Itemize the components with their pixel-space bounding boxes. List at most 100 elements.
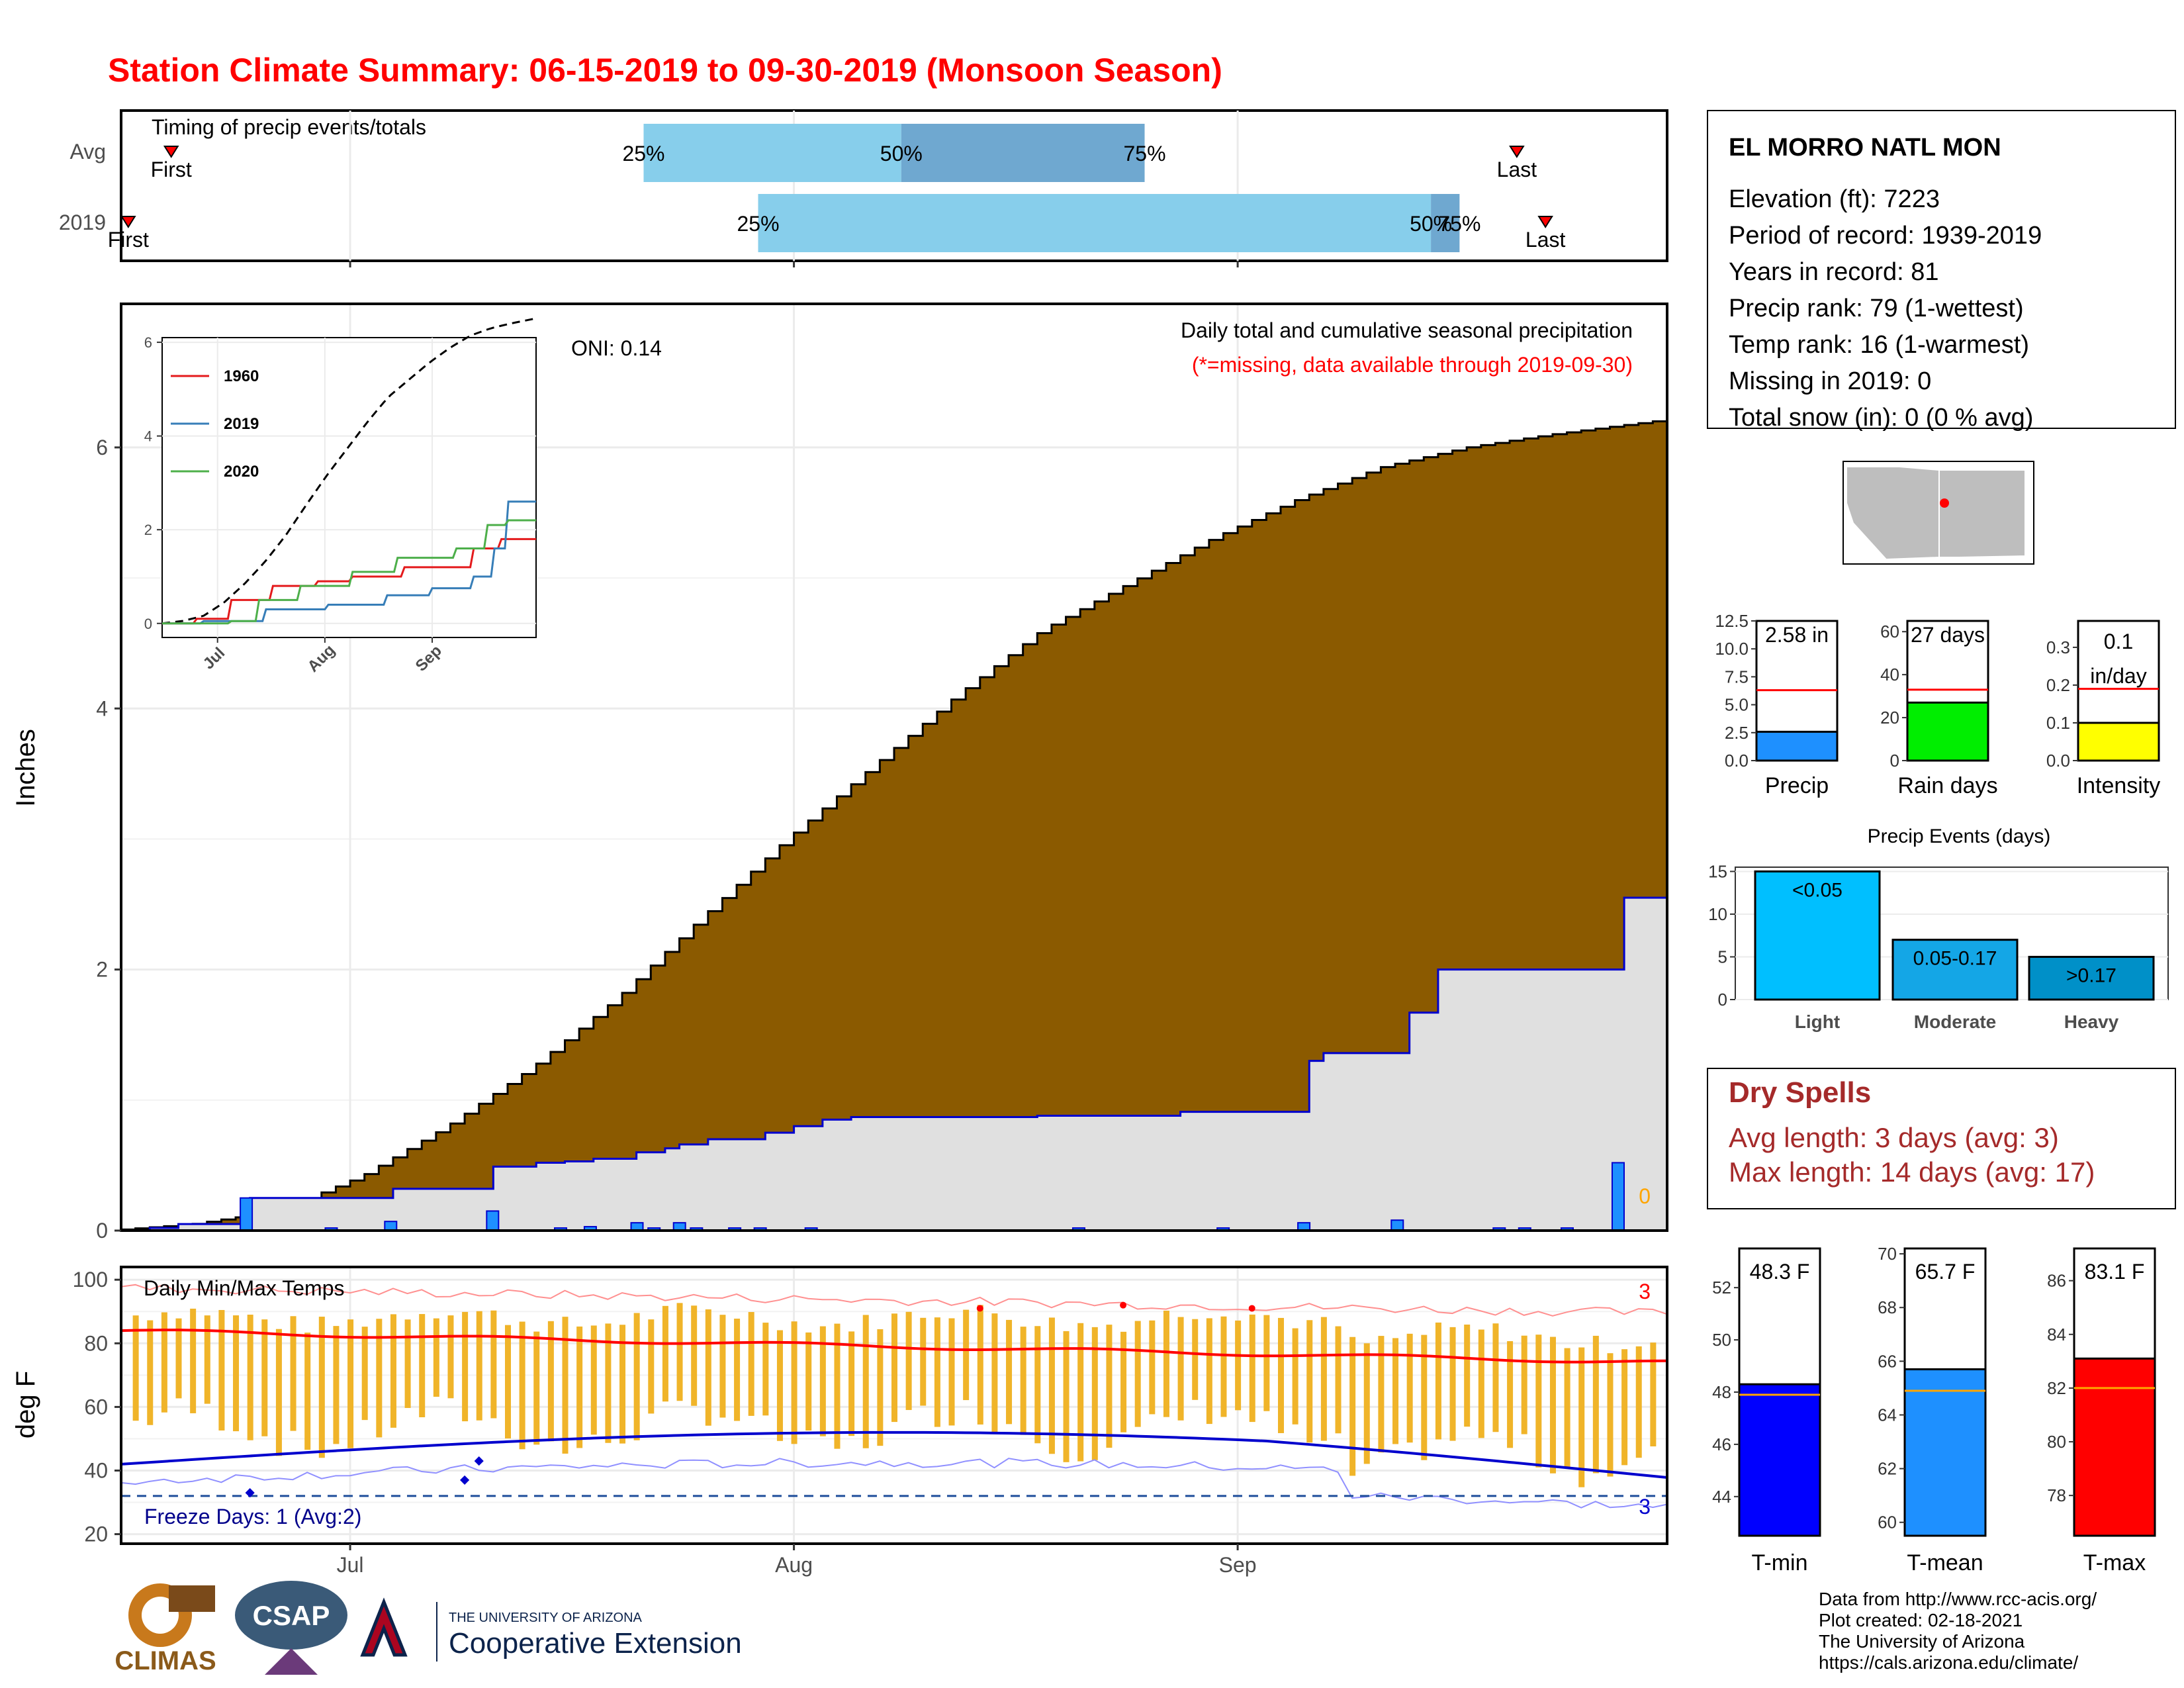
daily-temp-bar <box>190 1308 197 1413</box>
dry-spells-max: Max length: 14 days (avg: 17) <box>1729 1156 2095 1188</box>
daily-precip-bar <box>1390 1219 1404 1231</box>
daily-temp-bar <box>1435 1322 1441 1440</box>
summary-bar-precip <box>1755 730 1839 762</box>
daily-temp-bar <box>204 1315 210 1404</box>
daily-temp-bar <box>1521 1335 1527 1434</box>
summary-bar-tick-label: 12.5 <box>1715 611 1749 631</box>
temp-bar-tick-label: 46 <box>1712 1434 1731 1454</box>
daily-temp-bar <box>1048 1317 1055 1454</box>
daily-temp-bar <box>805 1332 812 1431</box>
daily-temp-bar <box>347 1319 354 1448</box>
daily-temp-bar <box>1020 1327 1026 1435</box>
daily-temp-bar <box>963 1309 970 1401</box>
daily-temp-bar <box>1578 1347 1585 1487</box>
daily-temp-bar <box>419 1314 426 1417</box>
csap-logo: CSAP <box>235 1581 347 1675</box>
summary-bar-tick-label: 5.0 <box>1725 695 1749 715</box>
events-bar-label: Light <box>1795 1011 1840 1032</box>
credit-line-4: https://cals.arizona.edu/climate/ <box>1819 1652 2078 1673</box>
daily-precip-bar <box>240 1197 253 1231</box>
daily-temp-bar <box>734 1319 741 1421</box>
station-info-line: Temp rank: 16 (1-warmest) <box>1729 331 2029 359</box>
credit-line-3: The University of Arizona <box>1819 1631 2025 1652</box>
daily-temp-bar <box>390 1314 396 1428</box>
daily-temp-bar <box>247 1315 253 1440</box>
csap-logo-text: CSAP <box>253 1600 330 1631</box>
page-title: Station Climate Summary: 06-15-2019 to 0… <box>108 52 1222 89</box>
daily-temp-bar <box>1192 1319 1199 1400</box>
daily-temp-bar <box>161 1312 167 1413</box>
summary-bar-rain-days <box>1906 701 1989 762</box>
climas-logo: CLIMAS <box>114 1583 216 1675</box>
daily-temp-bar <box>834 1323 841 1449</box>
month-label: Jul <box>337 1553 364 1577</box>
temp-bar-tick-label: 66 <box>1878 1351 1897 1371</box>
daily-temp-bar <box>519 1321 525 1450</box>
daily-temp-bar <box>676 1303 683 1401</box>
precip-ytick-label: 0 <box>96 1219 108 1243</box>
daily-temp-bar <box>1349 1336 1356 1476</box>
inset-ytick-label: 4 <box>144 428 152 445</box>
dry-spells-title: Dry Spells <box>1729 1076 1871 1109</box>
daily-temp-bar <box>505 1325 511 1439</box>
observed-cumulative-area <box>121 898 1667 1231</box>
temp-bar-t-min <box>1738 1383 1821 1537</box>
daily-temp-bar <box>991 1313 998 1432</box>
temp-panel: deg F 20 40 60 80 100 Daily Min/Max Temps Fr… <box>11 1266 1668 1546</box>
daily-temp-bar <box>1220 1316 1227 1417</box>
daily-temp-bar <box>705 1309 711 1426</box>
temp-ytick-label: 60 <box>84 1395 108 1419</box>
precip-ytick-label: 4 <box>96 696 108 720</box>
temp-bar-tick-label: 86 <box>2047 1271 2066 1291</box>
events-bar-label: Heavy <box>2064 1011 2119 1032</box>
summary-bar-value: 27 days <box>1911 623 1985 647</box>
daily-temp-bar <box>447 1315 454 1399</box>
events-title: Precip Events (days) <box>1868 825 2051 847</box>
temp-ytick-label: 40 <box>84 1458 108 1482</box>
timing-label-2019: 2019 <box>59 211 106 234</box>
events-bar-light <box>1754 870 1881 1001</box>
daily-temp-bar <box>1278 1317 1284 1433</box>
daily-temp-bar <box>1063 1331 1069 1462</box>
precip-ytick-label: 6 <box>96 436 108 459</box>
timing-first-marker <box>120 216 136 228</box>
daily-temp-bar <box>1549 1336 1556 1474</box>
daily-temp-bar <box>648 1319 655 1414</box>
daily-temp-bar <box>433 1318 439 1397</box>
summary-bar-tick-label: 0.2 <box>2046 675 2070 695</box>
daily-temp-bar <box>1091 1327 1098 1460</box>
daily-temp-bar <box>1392 1338 1399 1444</box>
avg-cumulative-area <box>120 420 1668 1232</box>
events-ytick-label: 5 <box>1718 947 1727 966</box>
temp-bar-tick-label: 70 <box>1878 1244 1897 1264</box>
temp-bar-tick-label: 68 <box>1878 1297 1897 1317</box>
temp-bar-t-max <box>2073 1357 2156 1537</box>
credit-line-2: Plot created: 02-18-2021 <box>1819 1610 2023 1630</box>
daily-temp-bar <box>490 1310 497 1419</box>
daily-temp-bar <box>662 1305 668 1402</box>
events-bar-range: 0.05-0.17 <box>1913 948 1997 970</box>
daily-temp-bar <box>462 1311 469 1422</box>
timing-first-label: First <box>108 228 149 252</box>
inset-ytick-label: 6 <box>144 334 152 351</box>
summary-bar-value: 0.1 <box>2104 630 2133 653</box>
summary-bar-tick-label: 60 <box>1880 622 1899 641</box>
avg-high-line <box>120 1329 1668 1364</box>
daily-temp-bar <box>1335 1326 1342 1434</box>
daily-temp-bar <box>1464 1324 1471 1427</box>
temp-bar-tick-label: 60 <box>1878 1513 1897 1532</box>
month-label: Sep <box>1219 1553 1257 1577</box>
daily-precip-bar <box>1611 1162 1625 1232</box>
daily-temp-bar <box>1507 1341 1514 1448</box>
daily-temp-bar <box>1607 1353 1614 1477</box>
dry-spells-avg: Avg length: 3 days (avg: 3) <box>1729 1122 2059 1153</box>
temp-bar-tick-label: 64 <box>1878 1405 1897 1425</box>
station-info-line: Total snow (in): 0 (0 % avg) <box>1729 404 2033 432</box>
ua-logo-big-text: Cooperative Extension <box>449 1627 742 1660</box>
events-bar-range: <0.05 <box>1792 879 1843 901</box>
summary-bar-tick-label: 0.0 <box>2046 751 2070 771</box>
precip-subtitle: Daily total and cumulative seasonal prec… <box>1181 318 1633 342</box>
summary-bar-tick-label: 40 <box>1880 665 1899 684</box>
daily-temp-bar <box>290 1316 296 1431</box>
daily-temp-bar <box>533 1331 540 1445</box>
